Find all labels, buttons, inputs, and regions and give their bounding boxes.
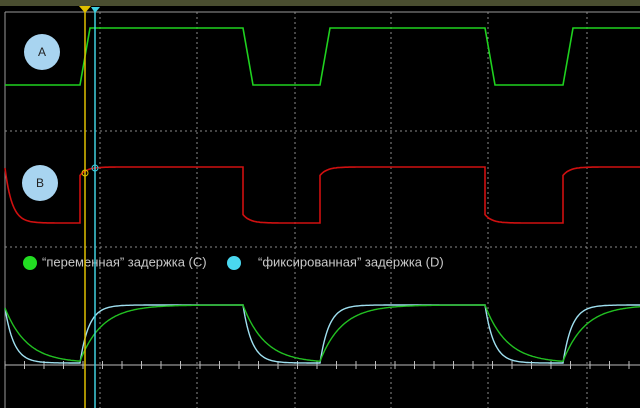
waveform-c — [4, 304, 640, 363]
top-bar — [0, 0, 640, 6]
waveform-a — [5, 27, 640, 86]
channel-b-badge — [22, 165, 58, 201]
grid — [4, 12, 640, 408]
cursor-2-handle[interactable] — [79, 6, 91, 13]
cursor-2-marker — [81, 169, 89, 177]
legend-text-c: “переменная” задержка (C) — [42, 254, 207, 269]
waveform-b — [4, 166, 640, 224]
cursor-1-marker — [91, 164, 99, 172]
legend-text-d: “фиксированная” задержка (D) — [258, 254, 444, 269]
channel-b-label: B — [36, 176, 44, 190]
channel-a-badge — [24, 34, 60, 70]
channel-a-label: A — [38, 45, 46, 59]
legend-swatch-d — [227, 256, 241, 270]
waveform-d — [4, 304, 640, 364]
cursor-1-handle[interactable] — [91, 7, 100, 13]
legend-swatch-c — [23, 256, 37, 270]
